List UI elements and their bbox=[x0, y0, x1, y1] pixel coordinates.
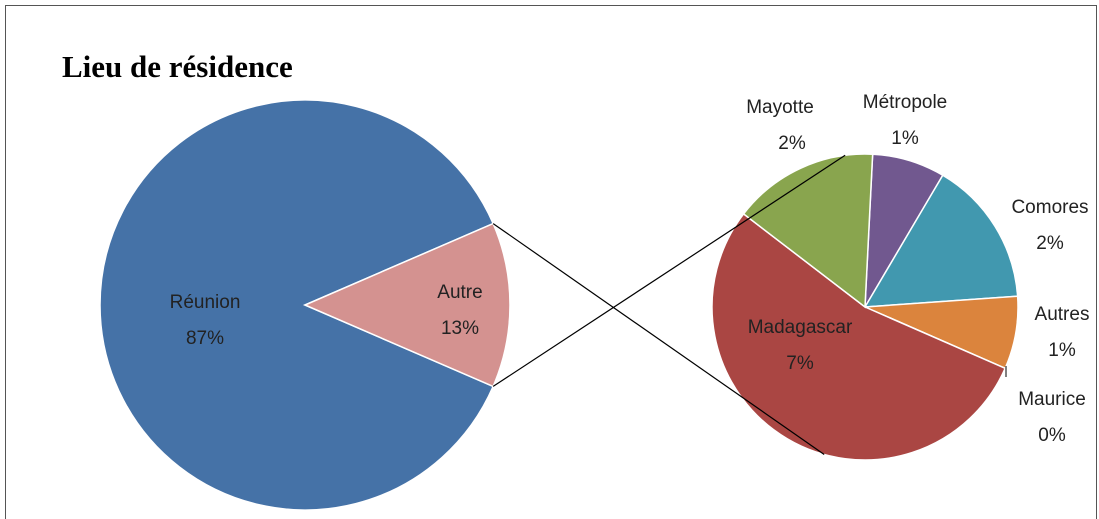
pie-slice bbox=[863, 174, 1019, 308]
slice-label: Réunion bbox=[170, 292, 241, 313]
slice-label: Autre bbox=[437, 282, 482, 303]
slice-value-label: 1% bbox=[1048, 340, 1076, 361]
chart-title: Lieu de résidence bbox=[62, 49, 293, 84]
slice-value-label: 13% bbox=[441, 318, 479, 339]
chart-border bbox=[5, 5, 1097, 519]
slice-label: Mayotte bbox=[746, 97, 814, 118]
slice-value-label: 0% bbox=[1038, 425, 1066, 446]
pie-slice bbox=[711, 212, 1007, 461]
connector-line bbox=[492, 223, 825, 455]
slice-label: Métropole bbox=[863, 92, 948, 113]
slice-value-label: 2% bbox=[1036, 233, 1064, 254]
slice-value-label: 87% bbox=[186, 328, 224, 349]
slice-label: Autres bbox=[1035, 304, 1090, 325]
slice-value-label: 2% bbox=[778, 133, 806, 154]
slice-label: Madagascar bbox=[748, 317, 853, 338]
pie-slice bbox=[303, 222, 511, 388]
pie-slice bbox=[99, 99, 495, 511]
slice-label: Comores bbox=[1011, 197, 1088, 218]
slice-label: Maurice bbox=[1018, 389, 1086, 410]
connector-line bbox=[492, 154, 846, 387]
pie-slice bbox=[742, 153, 874, 309]
slice-value-label: 7% bbox=[786, 353, 814, 374]
slice-value-label: 1% bbox=[891, 128, 919, 149]
